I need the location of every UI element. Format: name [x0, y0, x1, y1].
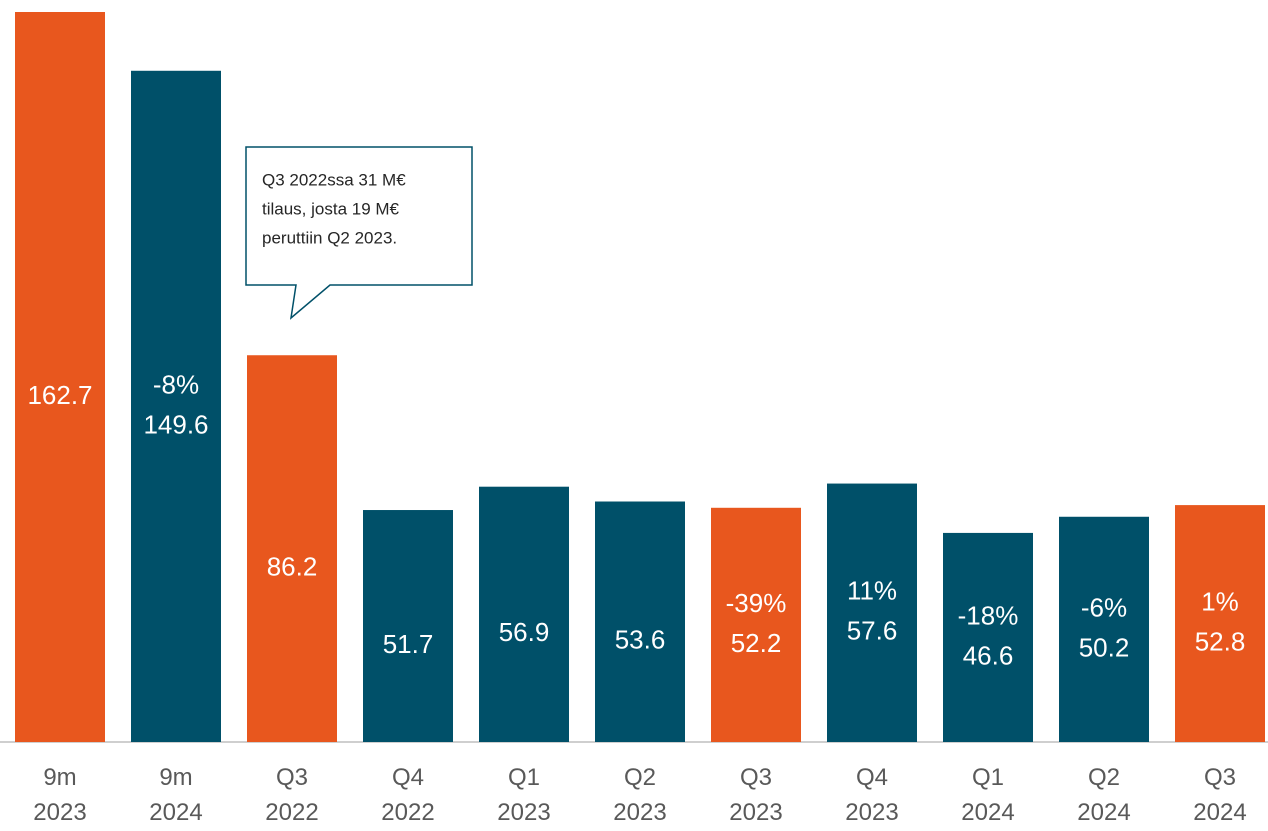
annotation-line: Q3 2022ssa 31 M€: [262, 170, 406, 189]
bar: [15, 12, 105, 742]
x-tick-label: Q4 2022: [381, 764, 435, 826]
value-label: 52.2: [731, 628, 782, 658]
change-label: 11%: [847, 576, 897, 606]
change-label: -6%: [1081, 592, 1127, 622]
value-label: 149.6: [143, 409, 208, 439]
value-label: 86.2: [267, 551, 318, 581]
value-label: 162.7: [27, 380, 92, 410]
x-tick-label: 9m 2024: [149, 764, 203, 826]
change-label: 1%: [1201, 586, 1239, 616]
x-tick-label: Q3 2022: [265, 764, 319, 826]
change-label: -39%: [726, 588, 787, 618]
bar: [711, 507, 801, 742]
change-label: -18%: [958, 600, 1019, 630]
value-label: 51.7: [383, 629, 434, 659]
x-tick-label: Q3 2023: [729, 764, 783, 826]
bar: [1175, 505, 1265, 742]
x-tick-label: Q2 2024: [1077, 764, 1131, 826]
x-tick-label: Q4 2023: [845, 764, 899, 826]
x-tick-label: Q3 2024: [1193, 764, 1247, 826]
value-label: 56.9: [499, 617, 550, 647]
annotation-line: tilaus, josta 19 M€: [262, 199, 400, 218]
value-label: 57.6: [847, 616, 898, 646]
bar: [363, 510, 453, 742]
bar: [943, 532, 1033, 742]
bar: [479, 486, 569, 742]
value-label: 46.6: [963, 640, 1014, 670]
callout: [245, 146, 473, 320]
x-tick-label: Q1 2024: [961, 764, 1015, 826]
bar: [595, 501, 685, 742]
x-tick-label: Q2 2023: [613, 764, 667, 826]
x-tick-label: Q1 2023: [497, 764, 551, 826]
x-tick-label: 9m 2023: [33, 764, 87, 826]
bar: [1059, 516, 1149, 742]
value-label: 53.6: [615, 625, 666, 655]
bar: [131, 70, 221, 742]
annotation-line: peruttiin Q2 2023.: [262, 228, 397, 247]
bar: [247, 355, 337, 742]
value-label: 52.8: [1195, 626, 1246, 656]
bar: [827, 483, 917, 742]
change-label: -8%: [153, 369, 199, 399]
value-label: 50.2: [1079, 632, 1130, 662]
